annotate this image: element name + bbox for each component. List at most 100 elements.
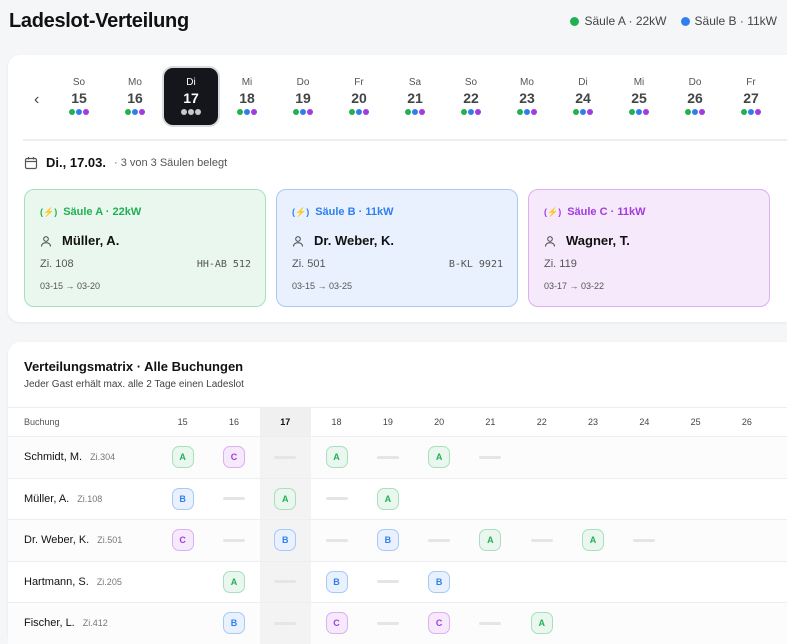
weekday: Mo [128, 77, 142, 88]
weekday: Sa [408, 77, 422, 88]
slot-badge-b[interactable]: B [222, 612, 245, 635]
slot-badge-a[interactable]: A [325, 446, 348, 469]
slot-card-a[interactable]: (⚡) Säule A · 22kW Müller, A. Zi. 108 HH-… [24, 189, 266, 307]
calendar-icon [24, 156, 38, 169]
slot-badge-a[interactable]: A [582, 529, 605, 552]
slot-badge-a[interactable]: A [222, 570, 245, 593]
room: Zi. 119 [544, 258, 577, 270]
guest: Müller, A. [40, 233, 119, 248]
matrix-cell [670, 520, 721, 561]
date-range: 03-15 → 03-20 [40, 281, 101, 291]
day-20[interactable]: Fr 20 [332, 68, 386, 125]
matrix-cell [721, 520, 772, 561]
matrix-cell: A [465, 520, 516, 561]
chevron-left-icon[interactable]: ‹ [34, 91, 40, 108]
slot-badge-c[interactable]: C [222, 446, 245, 469]
dot-icon [76, 109, 82, 115]
slot-badge-c[interactable]: C [428, 612, 451, 635]
dot-icon [685, 109, 691, 115]
dot-icon [412, 109, 418, 115]
no-slot-dash [222, 497, 245, 501]
matrix-cell: A [567, 520, 618, 561]
dot-icon [293, 109, 299, 115]
day-column-header: 21 [485, 417, 496, 427]
dot-icon [237, 109, 243, 115]
matrix-cell [670, 479, 721, 520]
dot-icon [755, 109, 761, 115]
day-number: 22 [463, 90, 479, 106]
day-17[interactable]: Di 17 [164, 68, 218, 125]
slot-card-b[interactable]: (⚡) Säule B · 11kW Dr. Weber, K. Zi. 501 … [276, 189, 518, 307]
no-slot-dash [633, 538, 656, 542]
dot-icon [468, 109, 474, 115]
slot-badge-a[interactable]: A [274, 487, 297, 510]
day-23[interactable]: Mo 23 [500, 68, 554, 125]
slot-badge-b[interactable]: B [171, 487, 194, 510]
dot-icon [251, 109, 257, 115]
occupancy-dots [388, 109, 442, 115]
matrix-cell: B [259, 520, 311, 561]
station-label: (⚡) Säule B · 11kW [292, 206, 394, 218]
matrix-cell [721, 479, 772, 520]
occupancy-dots [444, 109, 498, 115]
slot-badge-a[interactable]: A [530, 612, 553, 635]
table-row: Fischer, L. Zi.412 B C C A [8, 602, 787, 644]
matrix-cell [670, 603, 721, 644]
slot-badge-c[interactable]: C [171, 529, 194, 552]
day-number: 18 [239, 90, 255, 106]
charging-icon: (⚡) [40, 207, 58, 217]
table-row: Müller, A. Zi.108 B A A [8, 477, 787, 520]
legend: Säule A · 22kW Säule B · 11kW [570, 14, 777, 28]
day-18[interactable]: Mi 18 [220, 68, 274, 125]
day-19[interactable]: Do 19 [276, 68, 330, 125]
dot-icon [517, 109, 523, 115]
slot-badge-a[interactable]: A [376, 487, 399, 510]
day-22[interactable]: So 22 [444, 68, 498, 125]
occupancy-dots [52, 109, 106, 115]
charging-icon: (⚡) [544, 207, 562, 217]
legend-item-a: Säule A · 22kW [570, 14, 667, 28]
matrix-cell: C [157, 520, 208, 561]
matrix-cell [516, 479, 567, 520]
slot-badge-b[interactable]: B [428, 570, 451, 593]
matrix-cell [311, 479, 362, 520]
slot-card-c[interactable]: (⚡) Säule C · 11kW Wagner, T. Zi. 119 03-… [528, 189, 770, 307]
slot-badge-b[interactable]: B [325, 570, 348, 593]
user-icon [40, 235, 52, 247]
day-21[interactable]: Sa 21 [388, 68, 442, 125]
table-row: Hartmann, S. Zi.205 A B B [8, 560, 787, 603]
day-25[interactable]: Mi 25 [612, 68, 666, 125]
weekday: So [72, 77, 86, 88]
day-15[interactable]: So 15 [52, 68, 106, 125]
dot-icon [461, 109, 467, 115]
day-number: 24 [575, 90, 591, 106]
dot-icon [188, 109, 194, 115]
matrix-cell [259, 561, 311, 602]
matrix-cell [362, 562, 413, 603]
slot-badge-a[interactable]: A [171, 446, 194, 469]
weekday: Do [296, 77, 310, 88]
day-24[interactable]: Di 24 [556, 68, 610, 125]
room: Zi.412 [82, 618, 108, 629]
slot-badge-a[interactable]: A [479, 529, 502, 552]
day-column-header: 20 [434, 417, 445, 427]
slot-badge-a[interactable]: A [428, 446, 451, 469]
no-slot-dash [376, 455, 399, 459]
day-column-header: 19 [382, 417, 393, 427]
day-27[interactable]: Fr 27 [724, 68, 778, 125]
day-16[interactable]: Mo 16 [108, 68, 162, 125]
dot-icon [680, 17, 690, 26]
no-slot-dash [274, 455, 297, 459]
matrix-cell: A [311, 437, 362, 478]
matrix-cell: B [157, 479, 208, 520]
day-26[interactable]: Do 26 [668, 68, 722, 125]
slot-badge-b[interactable]: B [376, 529, 399, 552]
date-range: 03-15 → 03-25 [292, 281, 353, 291]
matrix-cell [619, 479, 670, 520]
matrix-cell: B [362, 520, 413, 561]
slot-badge-b[interactable]: B [274, 529, 297, 552]
day-column-header: 18 [331, 417, 342, 427]
occupancy-dots [556, 109, 610, 115]
matrix-cell [567, 437, 618, 478]
slot-badge-c[interactable]: C [325, 612, 348, 635]
